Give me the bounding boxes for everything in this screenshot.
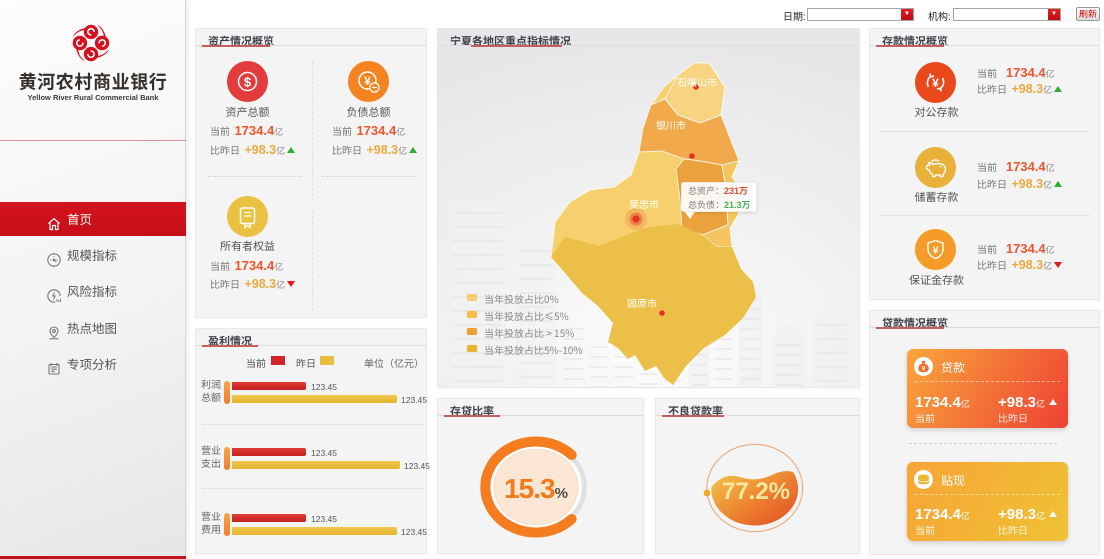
svg-text:¥: ¥ xyxy=(932,76,939,90)
svg-text:¥: ¥ xyxy=(364,74,371,88)
svg-text:¥: ¥ xyxy=(933,245,939,257)
svg-text:¥: ¥ xyxy=(922,366,926,373)
svg-text:$: $ xyxy=(244,75,252,90)
